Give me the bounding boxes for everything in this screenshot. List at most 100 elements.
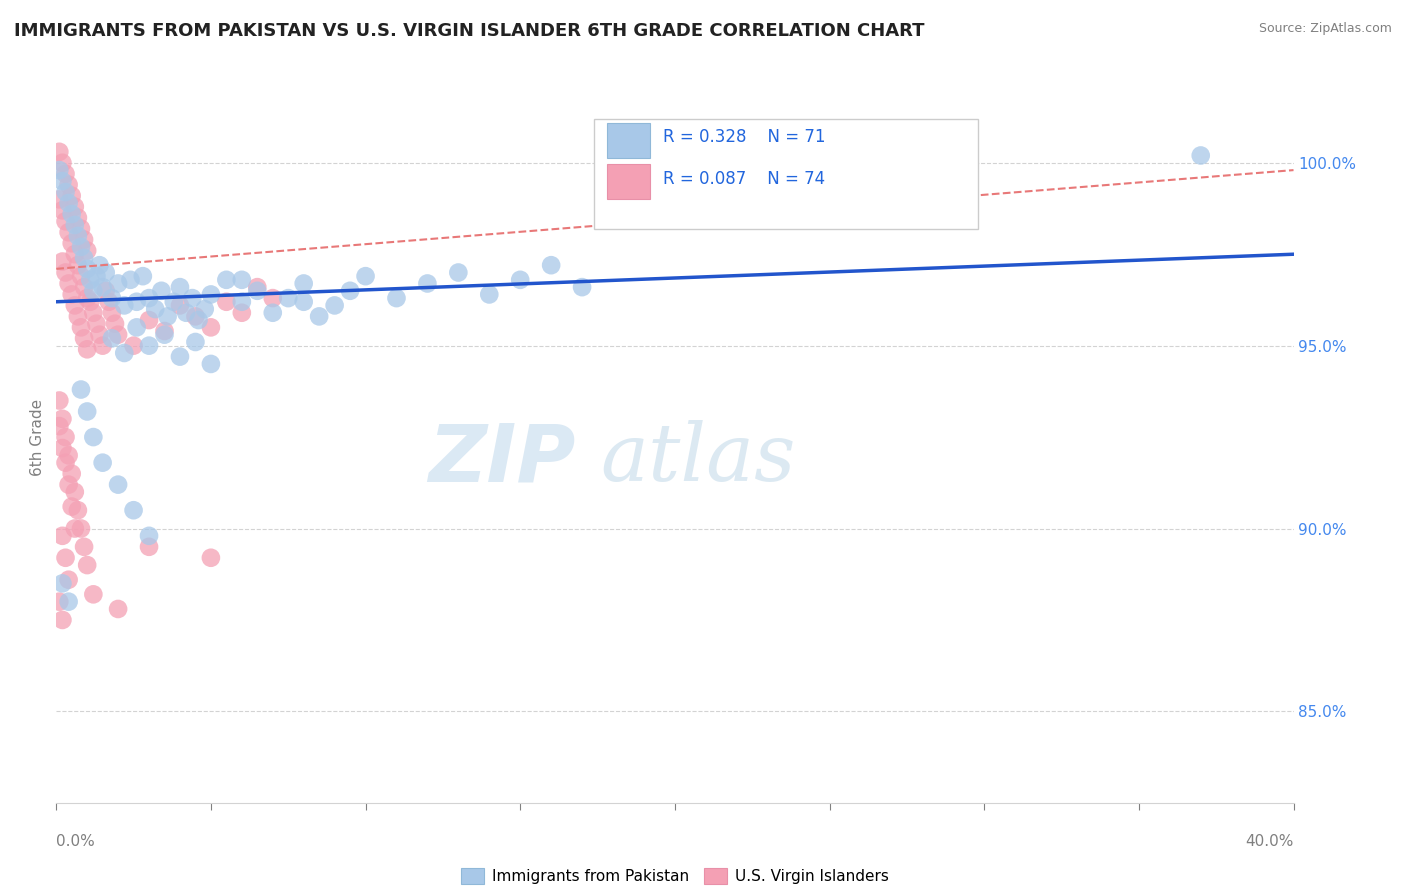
Point bbox=[58, 477, 80, 491]
Point bbox=[55, 167, 77, 181]
Legend: Immigrants from Pakistan, U.S. Virgin Islanders: Immigrants from Pakistan, U.S. Virgin Is… bbox=[456, 862, 894, 890]
Point bbox=[82, 430, 104, 444]
Point bbox=[51, 613, 73, 627]
Point bbox=[231, 294, 253, 309]
Text: R = 0.087    N = 74: R = 0.087 N = 74 bbox=[662, 169, 825, 188]
Point bbox=[63, 200, 86, 214]
Point bbox=[73, 331, 96, 345]
Point bbox=[153, 327, 176, 342]
Point bbox=[91, 339, 114, 353]
Point bbox=[86, 269, 108, 284]
Point bbox=[308, 310, 330, 324]
Point bbox=[184, 310, 207, 324]
Point bbox=[107, 477, 129, 491]
Point bbox=[169, 298, 191, 312]
Point bbox=[1189, 148, 1212, 162]
Bar bbox=[607, 122, 650, 158]
Point bbox=[509, 273, 531, 287]
Point bbox=[107, 327, 129, 342]
Point bbox=[101, 331, 124, 345]
Point bbox=[200, 357, 222, 371]
Point bbox=[63, 298, 86, 312]
Point bbox=[107, 602, 129, 616]
Point bbox=[169, 350, 191, 364]
Point bbox=[73, 233, 96, 247]
Point bbox=[58, 225, 80, 239]
Point bbox=[58, 277, 80, 291]
Point bbox=[215, 273, 238, 287]
Point bbox=[339, 284, 361, 298]
Point bbox=[70, 383, 93, 397]
Point bbox=[153, 324, 176, 338]
Point bbox=[51, 529, 73, 543]
Point bbox=[97, 294, 120, 309]
Point bbox=[79, 294, 101, 309]
Point bbox=[112, 298, 135, 312]
Point bbox=[51, 174, 73, 188]
Point bbox=[187, 313, 209, 327]
Point bbox=[86, 317, 108, 331]
Point bbox=[63, 522, 86, 536]
Point bbox=[416, 277, 439, 291]
Point bbox=[125, 294, 148, 309]
Point bbox=[292, 277, 315, 291]
Point bbox=[66, 258, 89, 272]
Point bbox=[246, 280, 269, 294]
Point bbox=[73, 540, 96, 554]
Point bbox=[51, 441, 73, 455]
Point bbox=[138, 313, 160, 327]
Point bbox=[48, 393, 70, 408]
Point bbox=[200, 550, 222, 565]
Point bbox=[156, 310, 179, 324]
Point bbox=[231, 306, 253, 320]
Point bbox=[277, 291, 299, 305]
Point bbox=[48, 163, 70, 178]
Point bbox=[51, 203, 73, 218]
Point bbox=[76, 261, 98, 276]
Point bbox=[51, 254, 73, 268]
Point bbox=[66, 211, 89, 225]
Point bbox=[184, 334, 207, 349]
Point bbox=[91, 280, 114, 294]
Point bbox=[76, 343, 98, 357]
Point bbox=[120, 273, 142, 287]
Point bbox=[48, 193, 70, 207]
Point bbox=[55, 214, 77, 228]
Point bbox=[60, 500, 83, 514]
Point bbox=[132, 269, 155, 284]
Y-axis label: 6th Grade: 6th Grade bbox=[30, 399, 45, 475]
Point bbox=[70, 320, 93, 334]
Point bbox=[60, 207, 83, 221]
Point bbox=[174, 306, 197, 320]
Point bbox=[55, 430, 77, 444]
Point bbox=[138, 529, 160, 543]
Point bbox=[138, 291, 160, 305]
Point bbox=[540, 258, 562, 272]
Point bbox=[262, 291, 284, 305]
Point bbox=[63, 485, 86, 500]
Point bbox=[60, 188, 83, 202]
Point bbox=[63, 247, 86, 261]
Point bbox=[58, 573, 80, 587]
Point bbox=[73, 251, 96, 265]
Point bbox=[48, 419, 70, 434]
Point bbox=[51, 576, 73, 591]
Point bbox=[82, 306, 104, 320]
Point bbox=[94, 266, 117, 280]
Point bbox=[571, 280, 593, 294]
Point bbox=[51, 412, 73, 426]
FancyBboxPatch shape bbox=[595, 119, 979, 228]
Point bbox=[60, 287, 83, 301]
Point bbox=[66, 503, 89, 517]
Point bbox=[55, 185, 77, 199]
Point bbox=[101, 291, 124, 305]
Point bbox=[323, 298, 346, 312]
Point bbox=[181, 291, 204, 305]
Text: 0.0%: 0.0% bbox=[56, 834, 96, 849]
Point bbox=[150, 284, 173, 298]
Text: Source: ZipAtlas.com: Source: ZipAtlas.com bbox=[1258, 22, 1392, 36]
Point bbox=[104, 317, 127, 331]
Point bbox=[55, 456, 77, 470]
Point bbox=[89, 327, 111, 342]
Point bbox=[112, 346, 135, 360]
